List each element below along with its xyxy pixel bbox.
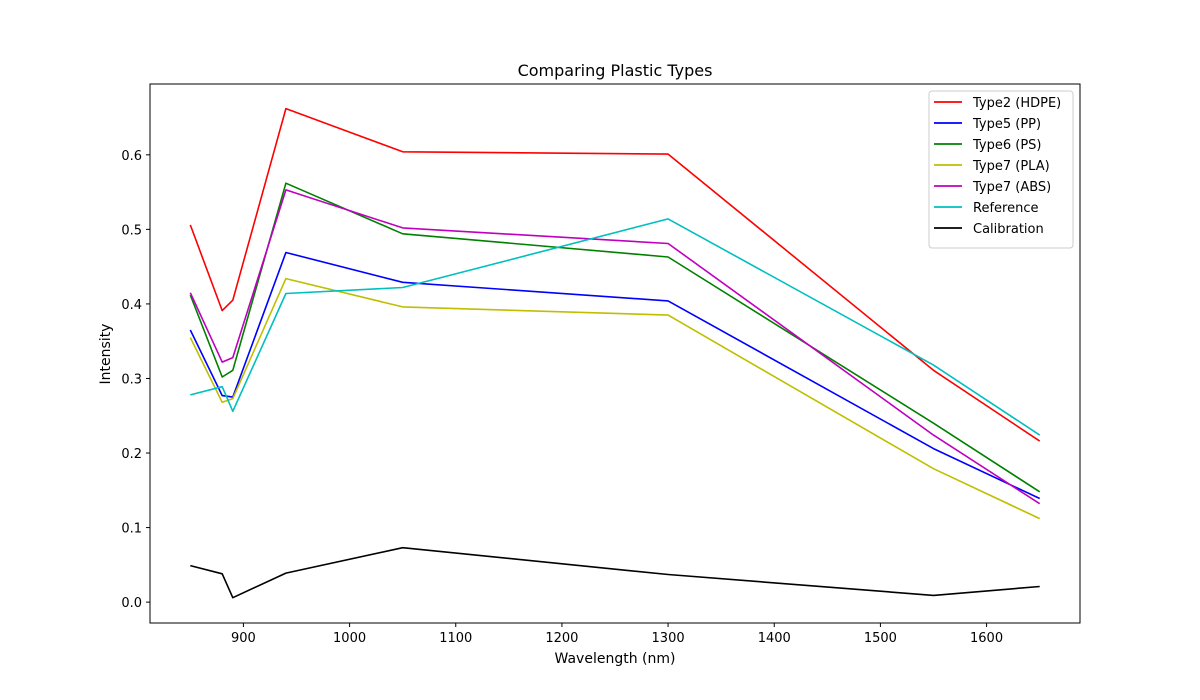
x-tick-label: 1100	[439, 631, 472, 646]
legend-label: Type7 (ABS)	[972, 180, 1051, 195]
x-tick-label: 1400	[758, 631, 791, 646]
y-tick-label: 0.0	[121, 596, 142, 611]
y-tick-label: 0.3	[121, 372, 142, 387]
x-tick-label: 1200	[545, 631, 578, 646]
series-line-3	[189, 182, 1041, 493]
legend-box	[928, 90, 1074, 249]
legend-label: Type6 (PS)	[972, 138, 1042, 153]
plot-frame	[149, 83, 1081, 624]
legend-label: Type7 (PLA)	[972, 159, 1050, 174]
y-tick-label: 0.6	[121, 149, 142, 164]
x-tick-label: 900	[231, 631, 256, 646]
chart-title: Comparing Plastic Types	[518, 61, 713, 80]
y-tick-label: 0.5	[121, 223, 142, 238]
x-axis-label: Wavelength (nm)	[555, 651, 676, 667]
series-line-5	[189, 189, 1041, 505]
legend: Type2 (HDPE) Type5 (PP) Type6 (PS) Type7 (P…	[928, 90, 1074, 249]
series-line-4	[189, 277, 1041, 520]
y-axis-label: Intensity	[98, 324, 114, 385]
legend-label: Type2 (HDPE)	[972, 96, 1061, 111]
y-tick-label: 0.1	[121, 522, 142, 537]
legend-label: Reference	[973, 201, 1038, 216]
axes: 900 1000 1100 1200 1300 1400 1500 1600 0.0 0.1 0.2…	[121, 83, 1081, 646]
series-line-1	[189, 107, 1041, 442]
legend-label: Type5 (PP)	[972, 117, 1041, 132]
series-line-6	[190, 218, 1041, 436]
plot-area	[189, 107, 1041, 599]
series-line-2	[189, 251, 1041, 500]
y-tick-label: 0.4	[121, 298, 142, 313]
y-tick-label: 0.2	[121, 447, 142, 462]
x-tick-label: 1000	[333, 631, 366, 646]
x-tick-label: 1600	[970, 631, 1003, 646]
series-line-7	[190, 546, 1040, 599]
legend-label: Calibration	[973, 222, 1044, 237]
x-tick-label: 1500	[864, 631, 897, 646]
x-tick-label: 1300	[652, 631, 685, 646]
